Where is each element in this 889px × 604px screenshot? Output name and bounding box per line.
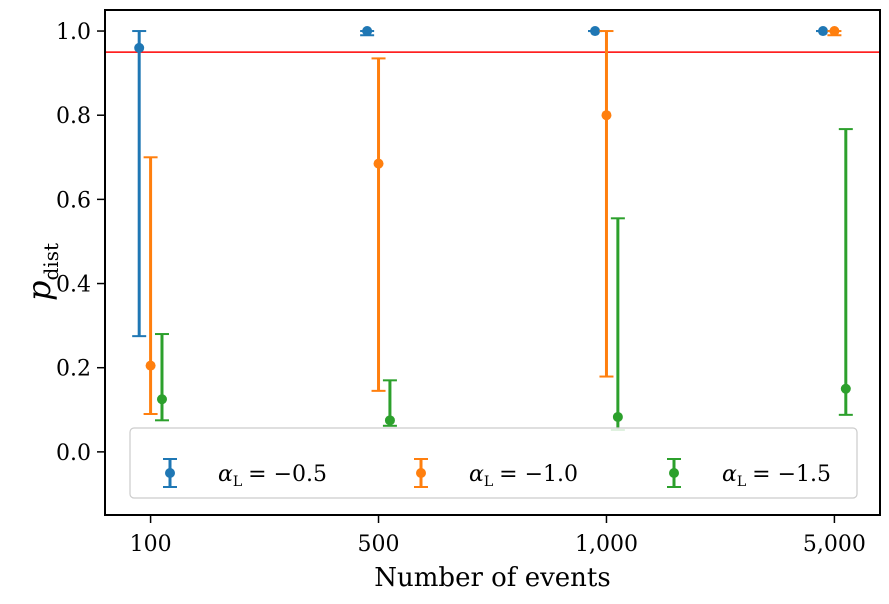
- series-0: [132, 26, 831, 338]
- data-point: [601, 110, 612, 121]
- legend-subscript: L: [737, 474, 746, 490]
- data-point: [590, 26, 601, 37]
- data-point: [829, 26, 840, 37]
- plot-frame: [104, 9, 881, 516]
- data-point: [145, 360, 156, 371]
- y-tick-label: 0.4: [56, 273, 91, 298]
- legend-label: αL = −0.5: [218, 462, 327, 490]
- legend: αL = −0.5 αL = −1.0 αL = −1.5: [129, 427, 858, 499]
- legend-marker-point: [165, 468, 175, 478]
- y-tick-label: 1.0: [56, 20, 91, 45]
- data-point: [612, 411, 623, 422]
- y-tick-label: 0.2: [56, 357, 91, 382]
- legend-label: αL = −1.5: [722, 462, 831, 490]
- legend-value: = −1.0: [499, 462, 578, 487]
- legend-marker-point: [669, 468, 679, 478]
- y-tick-label: 0.6: [56, 188, 91, 213]
- legend-value: = −1.5: [752, 462, 831, 487]
- x-tick-label: 1,000: [575, 532, 638, 557]
- y-axis-label: pdist: [20, 243, 63, 301]
- data-point: [156, 394, 167, 405]
- x-tick-label: 5,000: [803, 532, 866, 557]
- legend-symbol: α: [218, 462, 233, 487]
- legend-marker-point: [416, 468, 426, 478]
- x-tick-label: 100: [130, 532, 172, 557]
- data-point: [384, 415, 395, 426]
- legend-subscript: L: [484, 474, 493, 490]
- y-axis-label-main: p: [20, 281, 58, 301]
- data-point: [373, 158, 384, 169]
- y-tick-label: 0.0: [56, 441, 91, 466]
- legend-subscript: L: [233, 474, 242, 490]
- x-axis-label: Number of events: [374, 563, 610, 593]
- x-tick-label: 500: [358, 532, 400, 557]
- legend-label: αL = −1.0: [469, 462, 578, 490]
- y-axis-label-subscript: dist: [39, 243, 63, 281]
- data-point: [134, 42, 145, 53]
- legend-symbol: α: [469, 462, 484, 487]
- y-tick-label: 0.8: [56, 104, 91, 129]
- data-point: [818, 26, 829, 37]
- data-point: [840, 383, 851, 394]
- legend-value: = −0.5: [248, 462, 327, 487]
- series-2: [154, 128, 853, 431]
- data-point: [362, 26, 373, 37]
- series-1: [143, 26, 842, 415]
- legend-symbol: α: [722, 462, 737, 487]
